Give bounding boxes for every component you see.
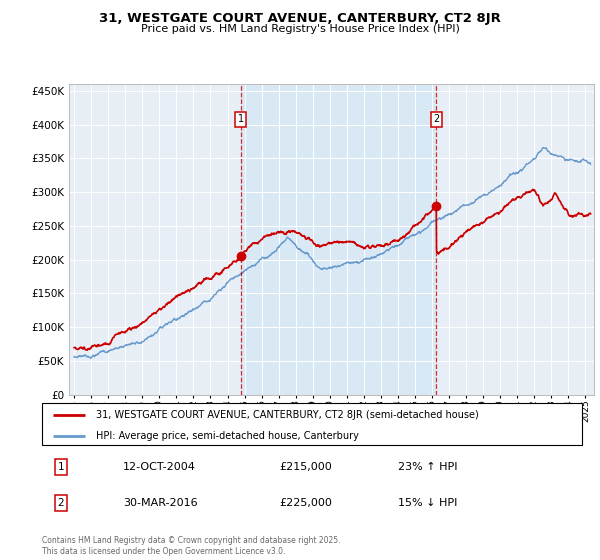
Text: 2: 2 [433,114,439,124]
Text: HPI: Average price, semi-detached house, Canterbury: HPI: Average price, semi-detached house,… [96,431,359,441]
Text: 15% ↓ HPI: 15% ↓ HPI [398,498,458,508]
Text: Price paid vs. HM Land Registry's House Price Index (HPI): Price paid vs. HM Land Registry's House … [140,24,460,34]
Text: Contains HM Land Registry data © Crown copyright and database right 2025.
This d: Contains HM Land Registry data © Crown c… [42,536,341,556]
Text: 2: 2 [58,498,64,508]
Text: 1: 1 [238,114,244,124]
Text: 31, WESTGATE COURT AVENUE, CANTERBURY, CT2 8JR: 31, WESTGATE COURT AVENUE, CANTERBURY, C… [99,12,501,25]
Text: 12-OCT-2004: 12-OCT-2004 [123,462,196,472]
Text: 31, WESTGATE COURT AVENUE, CANTERBURY, CT2 8JR (semi-detached house): 31, WESTGATE COURT AVENUE, CANTERBURY, C… [96,410,479,420]
Text: 23% ↑ HPI: 23% ↑ HPI [398,462,458,472]
Text: £225,000: £225,000 [280,498,332,508]
Text: 30-MAR-2016: 30-MAR-2016 [123,498,197,508]
Text: 1: 1 [58,462,64,472]
Bar [241,84,436,395]
Text: £215,000: £215,000 [280,462,332,472]
FancyBboxPatch shape [42,403,582,445]
